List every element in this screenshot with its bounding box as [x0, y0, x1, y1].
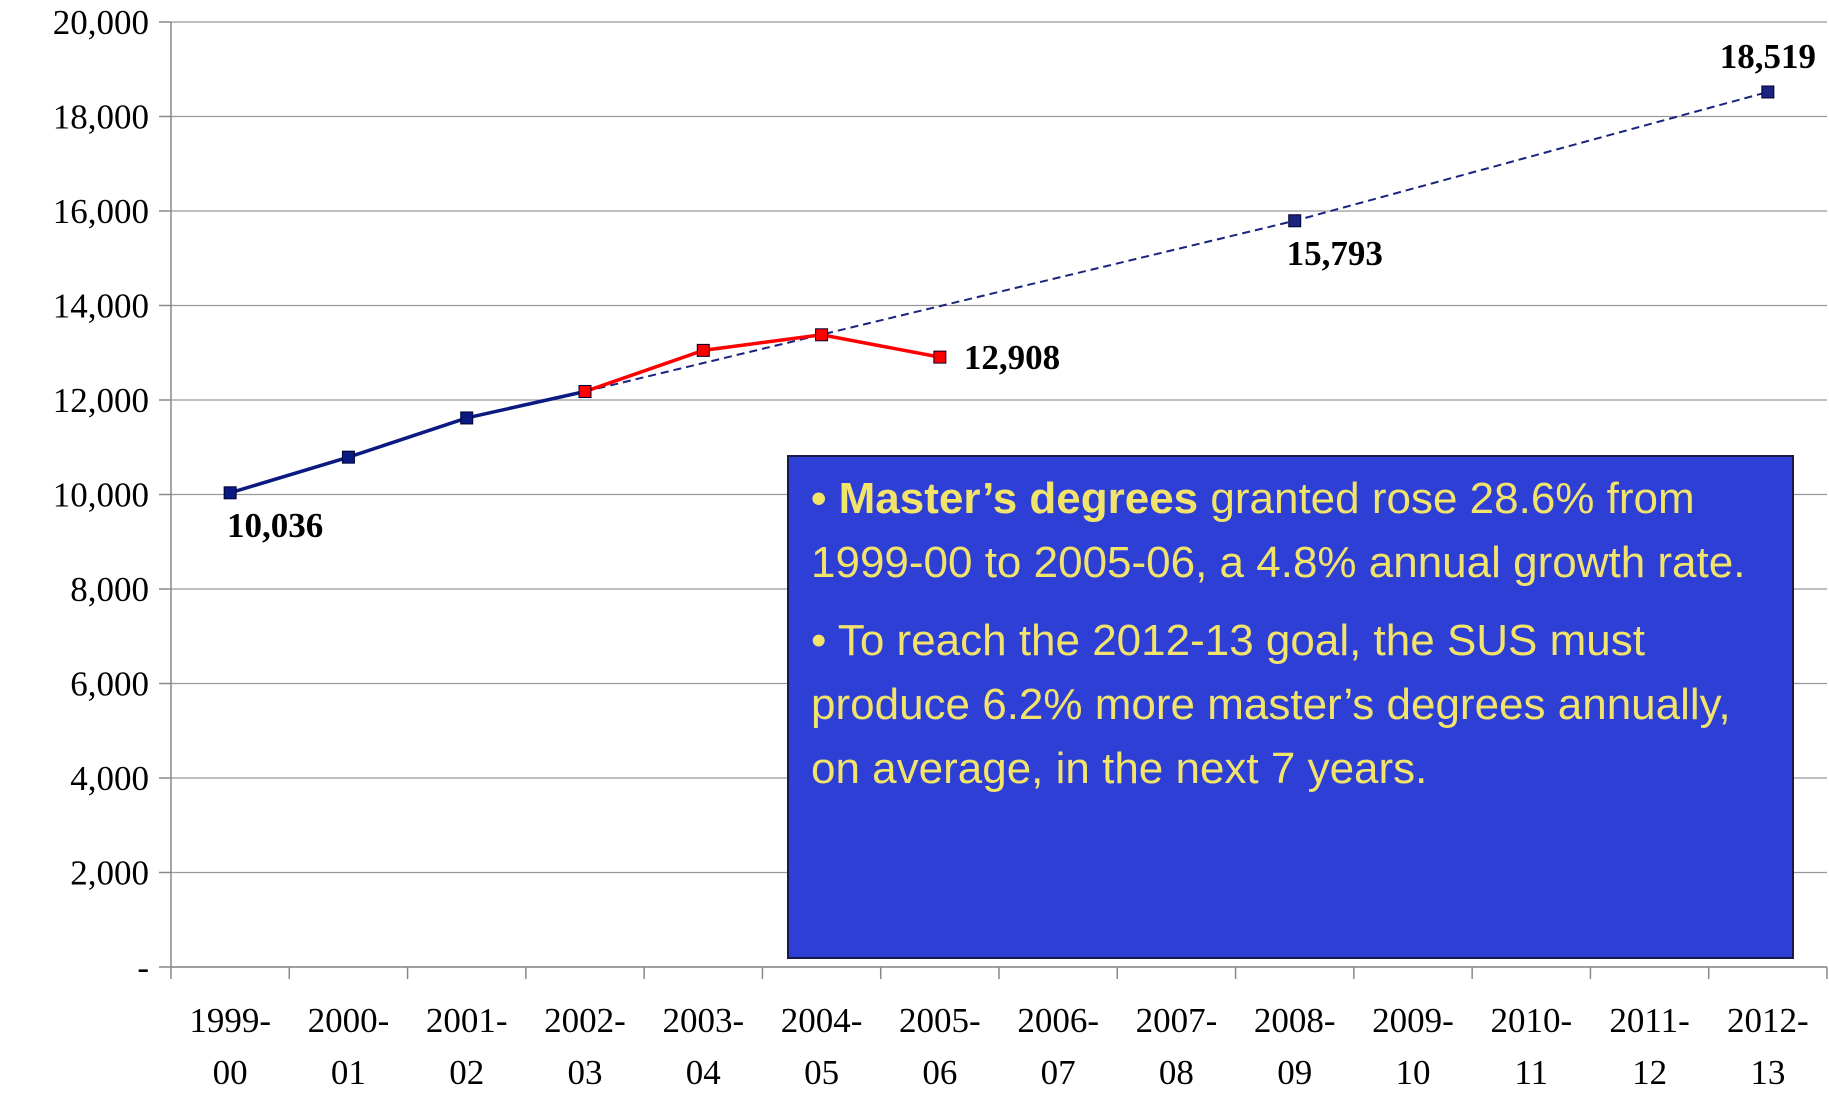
x-tick-label: 2005- 06 — [899, 1001, 981, 1092]
x-tick-label: 2010- 11 — [1490, 1001, 1572, 1092]
x-tick-label: 2012- 13 — [1727, 1001, 1809, 1092]
x-tick-label-line: 02 — [449, 1053, 484, 1092]
y-tick-label: 12,000 — [53, 381, 149, 420]
data-label: 12,908 — [964, 338, 1060, 377]
x-tick-label: 2000- 01 — [308, 1001, 390, 1092]
x-tick-label: 2001- 02 — [426, 1001, 508, 1092]
y-tick-label: 6,000 — [70, 665, 149, 704]
x-tick-label-line: 2003- — [662, 1001, 744, 1040]
data-point — [933, 350, 947, 364]
x-tick-label-line: 2012- — [1727, 1001, 1809, 1040]
y-tick-label: 16,000 — [53, 192, 149, 231]
y-tick-label: 4,000 — [70, 759, 149, 798]
x-tick-label-line: 12 — [1632, 1053, 1667, 1092]
x-tick-label-line: 2006- — [1017, 1001, 1099, 1040]
annotation-box: • Master’s degrees granted rose 28.6% fr… — [787, 455, 1794, 959]
x-tick-label-line: 2008- — [1254, 1001, 1336, 1040]
x-tick-label: 2011- 12 — [1609, 1001, 1689, 1092]
x-tick-label: 2007- 08 — [1136, 1001, 1218, 1092]
data-label: 15,793 — [1287, 234, 1383, 273]
x-tick-label-line: 2001- — [426, 1001, 508, 1040]
x-tick-label: 2009- 10 — [1372, 1001, 1454, 1092]
x-tick-label-line: 00 — [213, 1053, 248, 1092]
annotation-text: granted rose 28.6% from 1999-00 to 2005-… — [811, 474, 1746, 587]
x-tick-label: 1999- 00 — [189, 1001, 271, 1092]
x-tick-label-line: 2007- — [1136, 1001, 1218, 1040]
y-tick-label: 14,000 — [53, 287, 149, 326]
x-tick-label: 2002- 03 — [544, 1001, 626, 1092]
series-line — [584, 333, 941, 394]
y-tick-label: 8,000 — [70, 570, 149, 609]
data-point — [815, 328, 829, 342]
x-tick-label-line: 04 — [686, 1053, 721, 1092]
x-tick-label-line: 2011- — [1609, 1001, 1689, 1040]
annotation-paragraph: • To reach the 2012-13 goal, the SUS mus… — [811, 609, 1770, 801]
annotation-text: • To reach the 2012-13 goal, the SUS mus… — [811, 616, 1731, 793]
x-tick-label: 2003- 04 — [662, 1001, 744, 1092]
y-tick-label: 2,000 — [70, 854, 149, 893]
x-tick-label-line: 10 — [1396, 1053, 1431, 1092]
x-tick-label-line: 08 — [1159, 1053, 1194, 1092]
x-tick-label-line: 2009- — [1372, 1001, 1454, 1040]
data-point — [341, 450, 355, 464]
data-point — [578, 384, 592, 398]
x-tick-label-line: 09 — [1277, 1053, 1312, 1092]
annotation-paragraph: • Master’s degrees granted rose 28.6% fr… — [811, 467, 1770, 595]
x-tick-label-line: 2004- — [781, 1001, 863, 1040]
x-tick-label-line: 07 — [1041, 1053, 1076, 1092]
x-tick-label-line: 03 — [568, 1053, 603, 1092]
data-label: 10,036 — [227, 506, 323, 545]
data-point — [223, 486, 237, 500]
series-line — [229, 389, 586, 495]
x-tick-label-line: 2005- — [899, 1001, 981, 1040]
data-point — [460, 411, 474, 425]
x-tick-label: 2004- 05 — [781, 1001, 863, 1092]
x-tick-label-line: 2010- — [1490, 1001, 1572, 1040]
data-label: 18,519 — [1720, 37, 1816, 76]
x-tick-label-line: 01 — [331, 1053, 366, 1092]
data-point — [696, 343, 710, 357]
y-tick-label: 10,000 — [53, 476, 149, 515]
data-point — [1761, 85, 1775, 99]
x-tick-label-line: 11 — [1514, 1053, 1548, 1092]
series-line — [584, 91, 1769, 393]
y-tick-label: - — [137, 948, 149, 987]
x-tick-label-line: 05 — [804, 1053, 839, 1092]
x-tick-label-line: 1999- — [189, 1001, 271, 1040]
y-tick-label: 20,000 — [53, 3, 149, 42]
x-tick-label-line: 2000- — [308, 1001, 390, 1040]
data-point — [1288, 214, 1302, 228]
annotation-bold: • Master’s degrees — [811, 474, 1199, 523]
x-tick-label: 2008- 09 — [1254, 1001, 1336, 1092]
x-tick-label-line: 06 — [922, 1053, 957, 1092]
x-tick-label-line: 13 — [1750, 1053, 1785, 1092]
y-tick-label: 18,000 — [53, 98, 149, 137]
x-tick-label-line: 2002- — [544, 1001, 626, 1040]
x-tick-label: 2006- 07 — [1017, 1001, 1099, 1092]
